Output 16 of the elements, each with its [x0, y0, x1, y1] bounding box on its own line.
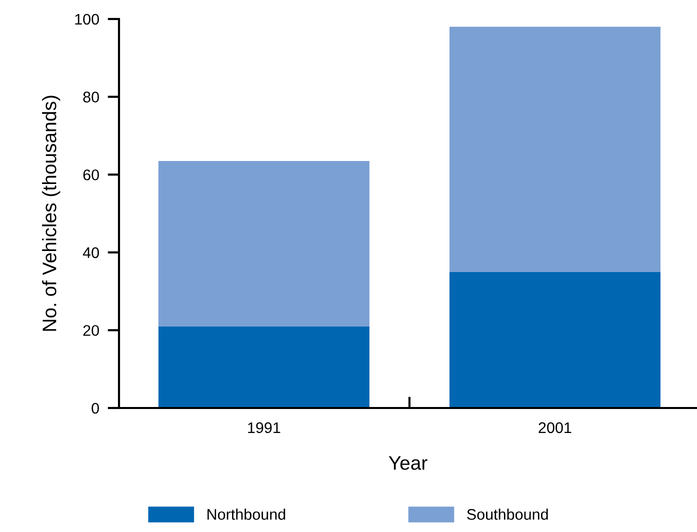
x-axis-title: Year — [388, 456, 428, 470]
y-tick-label: 20 — [83, 325, 99, 336]
y-tick-label: 40 — [82, 247, 99, 258]
legend-label: Northbound — [208, 508, 286, 520]
y-tick-label: 80 — [83, 92, 99, 102]
bar — [158, 160, 370, 326]
y-tick-label: 100 — [75, 14, 99, 25]
bar — [449, 272, 660, 408]
y-tick-label: 60 — [83, 169, 99, 180]
y-tick-label: 0 — [92, 402, 99, 414]
bar — [449, 26, 660, 272]
x-tick-label: 2001 — [538, 422, 572, 434]
legend-label: Southbound — [467, 508, 548, 520]
y-axis-title: No. of Vehicles (thousands) — [42, 96, 60, 331]
x-tick-label: 1991 — [248, 422, 280, 434]
bar — [158, 326, 370, 408]
